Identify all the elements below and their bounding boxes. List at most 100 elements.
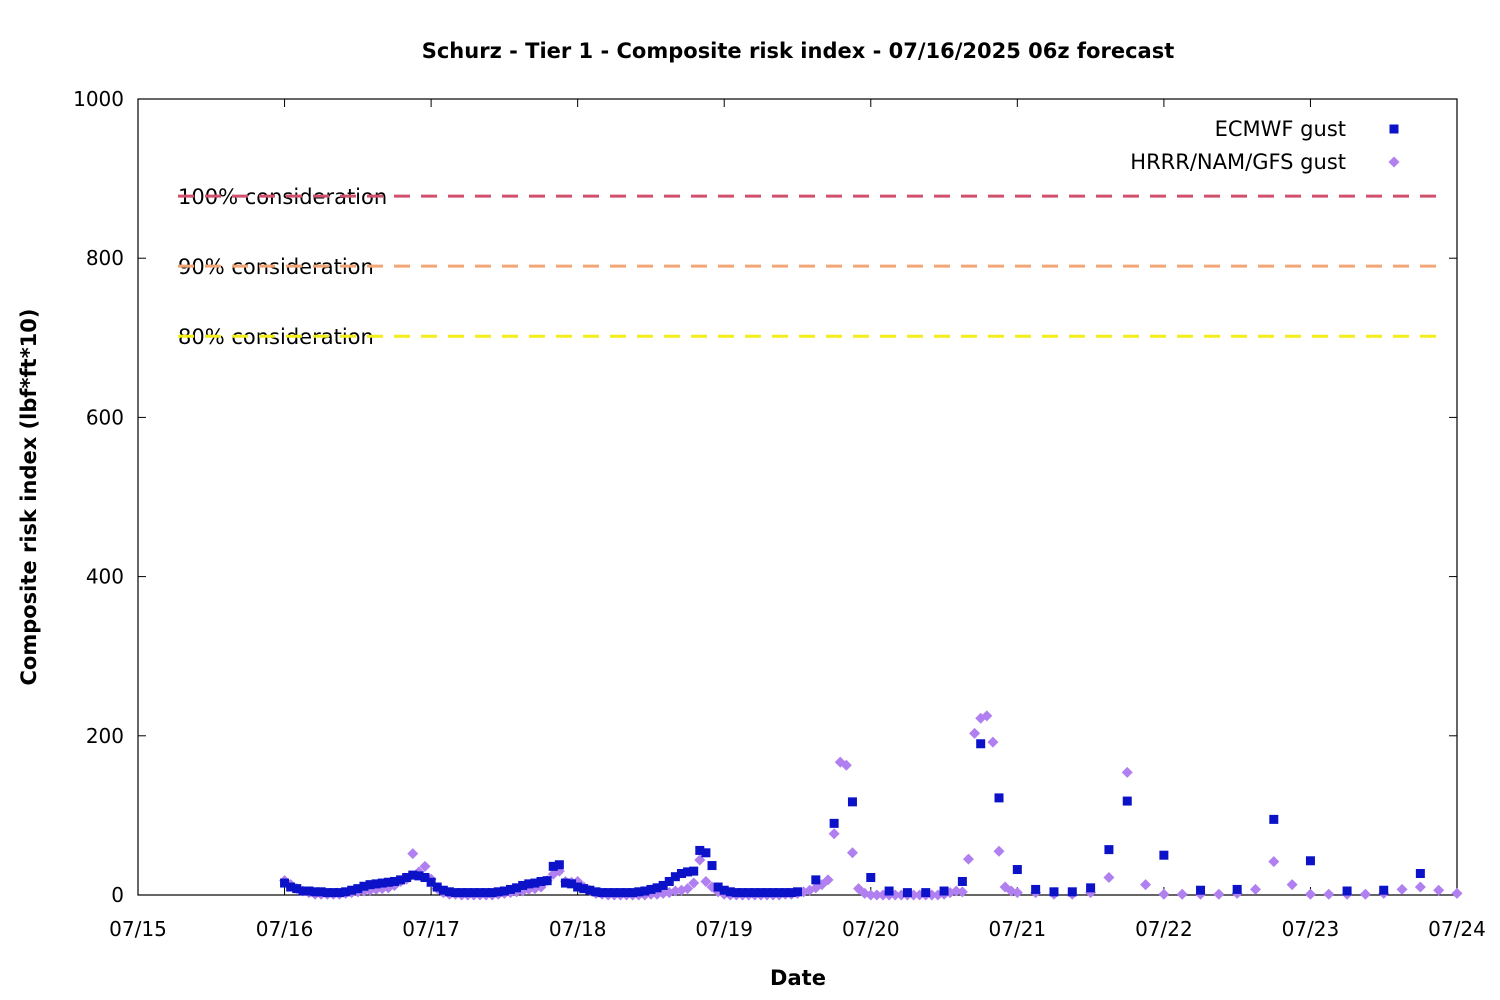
x-tick-label: 07/17 bbox=[402, 917, 460, 941]
data-point bbox=[822, 874, 834, 886]
data-point bbox=[622, 888, 632, 898]
data-point bbox=[548, 861, 558, 871]
data-point bbox=[493, 887, 503, 897]
data-point bbox=[298, 886, 308, 896]
data-point bbox=[536, 876, 546, 886]
data-point bbox=[377, 878, 387, 888]
y-tick-label: 800 bbox=[86, 246, 124, 270]
data-point bbox=[683, 867, 693, 877]
data-point bbox=[310, 887, 320, 897]
data-point bbox=[438, 885, 448, 895]
data-point bbox=[1323, 888, 1335, 900]
data-point bbox=[1269, 814, 1279, 824]
plot-frame bbox=[137, 98, 1458, 896]
data-point bbox=[994, 793, 1004, 803]
legend-marker bbox=[1388, 156, 1400, 168]
data-point bbox=[1396, 883, 1408, 895]
x-tick-label: 07/23 bbox=[1282, 917, 1340, 941]
data-point bbox=[957, 876, 967, 886]
data-point bbox=[1086, 883, 1096, 893]
data-point bbox=[768, 888, 778, 898]
chart-title: Schurz - Tier 1 - Composite risk index -… bbox=[422, 39, 1175, 63]
data-point bbox=[981, 710, 993, 722]
data-point bbox=[365, 880, 375, 890]
data-point bbox=[347, 885, 357, 895]
data-point bbox=[750, 888, 760, 898]
data-point bbox=[921, 888, 931, 898]
data-point bbox=[640, 886, 650, 896]
data-point bbox=[341, 887, 351, 897]
x-axis-label: Date bbox=[770, 966, 826, 990]
data-point bbox=[286, 882, 296, 892]
data-point bbox=[774, 888, 784, 898]
data-point bbox=[597, 888, 607, 898]
data-point bbox=[1268, 856, 1280, 868]
x-tick-label: 07/20 bbox=[842, 917, 900, 941]
data-point bbox=[646, 884, 656, 894]
data-point bbox=[840, 759, 852, 771]
data-point bbox=[634, 887, 644, 897]
data-point bbox=[700, 875, 712, 887]
data-point bbox=[969, 727, 981, 739]
data-point bbox=[591, 887, 601, 897]
y-axis: 0 200 400 600 800 1000 bbox=[73, 87, 1457, 907]
data-point bbox=[1249, 883, 1261, 895]
data-point bbox=[719, 885, 729, 895]
data-point bbox=[292, 884, 302, 894]
data-point bbox=[389, 876, 399, 886]
data-point bbox=[756, 888, 766, 898]
data-point bbox=[1196, 885, 1206, 895]
data-point bbox=[1012, 865, 1022, 875]
legend: ECMWF gust HRRR/NAM/GFS gust bbox=[1130, 117, 1400, 174]
data-point bbox=[1104, 845, 1114, 855]
data-point bbox=[676, 869, 686, 879]
data-point bbox=[1414, 881, 1426, 893]
data-point bbox=[865, 889, 877, 901]
data-point bbox=[487, 888, 497, 898]
data-point bbox=[524, 879, 534, 889]
data-point bbox=[414, 871, 424, 881]
data-point bbox=[658, 880, 668, 890]
data-point bbox=[481, 888, 491, 898]
y-tick-label: 400 bbox=[86, 565, 124, 589]
data-point bbox=[396, 875, 406, 885]
y-tick-label: 600 bbox=[86, 405, 124, 429]
series-layer bbox=[279, 710, 1463, 901]
data-point bbox=[371, 879, 381, 889]
data-point bbox=[1176, 888, 1188, 900]
data-point bbox=[695, 845, 705, 855]
data-point bbox=[1305, 856, 1315, 866]
data-point bbox=[829, 818, 839, 828]
data-point bbox=[976, 739, 986, 749]
data-point bbox=[579, 884, 589, 894]
data-point bbox=[902, 888, 912, 898]
legend-label: HRRR/NAM/GFS gust bbox=[1130, 150, 1346, 174]
data-point bbox=[1140, 879, 1152, 891]
data-point bbox=[353, 884, 363, 894]
data-point bbox=[1121, 766, 1133, 778]
data-point bbox=[542, 876, 552, 886]
x-tick-label: 07/24 bbox=[1428, 917, 1486, 941]
data-point bbox=[1359, 888, 1371, 900]
data-point bbox=[573, 882, 583, 892]
data-point bbox=[444, 887, 454, 897]
data-point bbox=[1415, 869, 1425, 879]
data-point bbox=[1232, 884, 1242, 894]
data-point bbox=[560, 878, 570, 888]
data-point bbox=[652, 883, 662, 893]
data-point bbox=[786, 888, 796, 898]
data-point bbox=[713, 882, 723, 892]
series-ecmwf bbox=[280, 739, 1425, 898]
data-point bbox=[688, 877, 700, 889]
data-point bbox=[407, 848, 419, 860]
x-axis: 07/15 07/16 07/17 07/18 07/19 07/20 07/21 07/22… bbox=[109, 99, 1486, 941]
data-point bbox=[682, 883, 694, 895]
data-point bbox=[432, 882, 442, 892]
data-point bbox=[280, 878, 290, 888]
data-point bbox=[359, 881, 369, 891]
data-point bbox=[304, 886, 314, 896]
data-point bbox=[1049, 887, 1059, 897]
data-point bbox=[793, 887, 802, 897]
data-point bbox=[469, 888, 479, 898]
